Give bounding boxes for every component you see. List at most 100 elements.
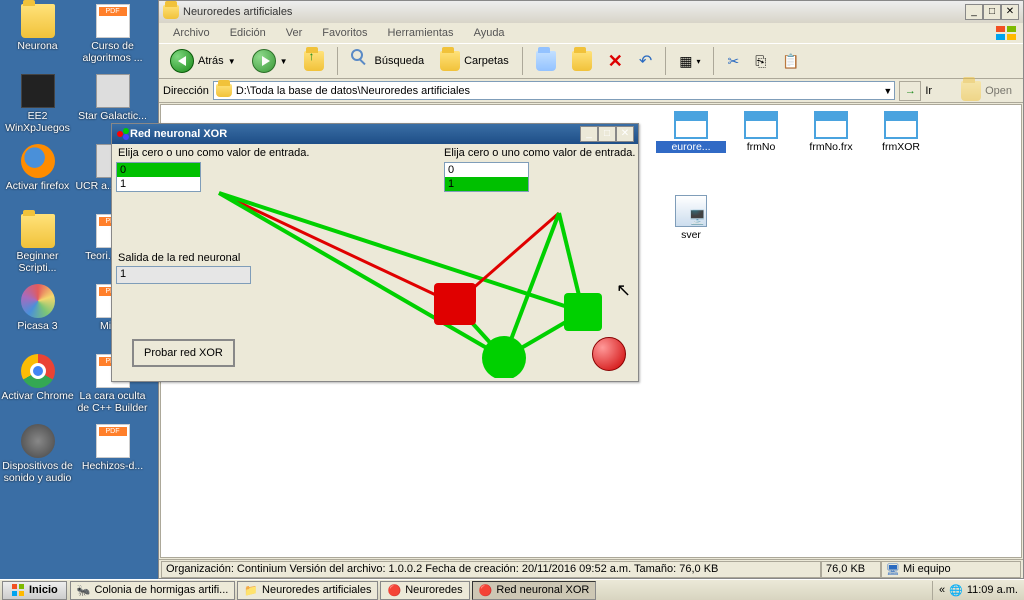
folder-icon <box>216 84 232 97</box>
file-label: frmNo.frx <box>796 141 866 153</box>
windows-flag-icon <box>995 25 1019 41</box>
move-button[interactable] <box>529 48 563 74</box>
listbox-option[interactable]: 0 <box>117 163 200 177</box>
form-icon <box>884 111 918 139</box>
file-item[interactable]: frmNo.frx <box>796 111 866 153</box>
menu-item[interactable]: Archivo <box>165 25 218 41</box>
input-left-label: Elija cero o uno como valor de entrada. <box>118 147 309 159</box>
test-button[interactable]: Probar red XOR <box>132 339 235 367</box>
desktop-icon[interactable]: Dispositivos de sonido y audio <box>0 420 75 490</box>
desktop-icon[interactable]: Curso de algoritmos ... <box>75 0 150 70</box>
menu-item[interactable]: Favoritos <box>314 25 375 41</box>
back-label: Atrás <box>198 55 224 67</box>
copy-button[interactable] <box>565 48 599 74</box>
task-icon: 🔴 <box>479 584 493 597</box>
file-item[interactable]: frmNo <box>726 111 796 153</box>
task-label: Neuroredes <box>405 584 462 596</box>
menu-item[interactable]: Ver <box>278 25 311 41</box>
clock: 11:09 a.m. <box>967 584 1018 596</box>
xor-body: Elija cero o uno como valor de entrada. … <box>114 144 636 379</box>
input-left-listbox[interactable]: 01 <box>116 162 201 192</box>
desktop-icon[interactable]: Neurona <box>0 0 75 70</box>
toolbar: Atrás ▼ ▼ ↑ Búsqueda Carpetas ✕ ↶ ▦▾ ✂ ⎘… <box>159 43 1023 79</box>
statusbar: Organización: Continium Versión del arch… <box>159 559 1023 578</box>
picasa-icon <box>21 284 55 318</box>
minimize-button[interactable]: _ <box>965 4 983 20</box>
back-button[interactable]: Atrás ▼ <box>163 46 243 76</box>
taskbar-task[interactable]: 🔴Red neuronal XOR <box>472 581 597 600</box>
copy-clip-button[interactable]: ⎘ <box>748 50 773 73</box>
folder-icon <box>21 4 55 38</box>
folders-label: Carpetas <box>464 55 509 67</box>
icon-label: Picasa 3 <box>0 320 75 332</box>
delete-button[interactable]: ✕ <box>601 48 630 75</box>
desktop-icon[interactable]: Activar firefox <box>0 140 75 210</box>
file-item[interactable]: eurore... <box>656 111 726 153</box>
address-input[interactable]: D:\Toda la base de datos\Neuroredes arti… <box>213 81 895 100</box>
spk-icon <box>21 424 55 458</box>
status-location: 🖥Mi equipo <box>881 561 1021 578</box>
up-button[interactable]: ↑ <box>297 48 331 74</box>
icon-label: Neurona <box>0 40 75 52</box>
task-label: Neuroredes artificiales <box>262 584 371 596</box>
listbox-option[interactable]: 0 <box>445 163 528 177</box>
tray-chevron-icon[interactable]: « <box>939 584 945 596</box>
desktop-icon[interactable]: Picasa 3 <box>0 280 75 350</box>
xor-minimize-button[interactable]: _ <box>580 126 598 142</box>
address-label: Dirección <box>163 85 209 97</box>
search-label: Búsqueda <box>375 55 425 67</box>
start-button[interactable]: Inicio <box>2 581 67 600</box>
close-button[interactable]: ✕ <box>1001 4 1019 20</box>
menu-item[interactable]: Herramientas <box>380 25 462 41</box>
cut-button[interactable]: ✂ <box>720 50 746 73</box>
output-value: 1 <box>116 266 251 284</box>
app-icon <box>116 127 130 141</box>
icon-label: Activar firefox <box>0 180 75 192</box>
file-sver[interactable]: 🖥️ sver <box>656 195 726 241</box>
menu-item[interactable]: Edición <box>222 25 274 41</box>
desktop-icon[interactable]: Activar Chrome <box>0 350 75 420</box>
taskbar-task[interactable]: 📁Neuroredes artificiales <box>237 581 378 600</box>
search-button[interactable]: Búsqueda <box>344 48 432 74</box>
input-right-label: Elija cero o uno como valor de entrada. <box>444 147 635 159</box>
xor-titlebar[interactable]: Red neuronal XOR _ □ ✕ <box>112 124 638 144</box>
task-label: Colonia de hormigas artifi... <box>94 584 228 596</box>
listbox-option[interactable]: 1 <box>117 177 200 191</box>
go-label: Ir <box>925 85 932 97</box>
xor-title: Red neuronal XOR <box>130 128 580 140</box>
open-button[interactable]: Open <box>954 78 1019 104</box>
desktop-icon[interactable]: Hechizos-d... <box>75 420 150 490</box>
icon-label: Star Galactic... <box>75 110 150 122</box>
pdf-icon <box>96 4 130 38</box>
task-icon: 🔴 <box>387 584 401 597</box>
file-label: frmNo <box>726 141 796 153</box>
listbox-option[interactable]: 1 <box>445 177 528 191</box>
xor-maximize-button[interactable]: □ <box>598 126 616 142</box>
xor-close-button[interactable]: ✕ <box>616 126 634 142</box>
paste-button[interactable]: 📋 <box>775 50 806 73</box>
undo-button[interactable]: ↶ <box>632 48 659 74</box>
folders-button[interactable]: Carpetas <box>433 48 516 74</box>
tray-network-icon[interactable]: 🌐 <box>949 584 963 597</box>
form-icon <box>814 111 848 139</box>
desktop-icon[interactable]: EE2 WinXpJuegos <box>0 70 75 140</box>
input-right-listbox[interactable]: 01 <box>444 162 529 192</box>
address-bar: Dirección D:\Toda la base de datos\Neuro… <box>159 79 1023 103</box>
file-item[interactable]: frmXOR <box>866 111 936 153</box>
file-label: eurore... <box>656 141 726 153</box>
maximize-button[interactable]: □ <box>983 4 1001 20</box>
forward-button[interactable]: ▼ <box>245 46 295 76</box>
explorer-titlebar[interactable]: Neuroredes artificiales _ □ ✕ <box>159 1 1023 23</box>
output-label: Salida de la red neuronal <box>118 252 240 264</box>
address-path: D:\Toda la base de datos\Neuroredes arti… <box>236 85 880 97</box>
menu-item[interactable]: Ayuda <box>466 25 513 41</box>
desktop-icon[interactable]: Beginner Scripti... <box>0 210 75 280</box>
task-icon: 🐜 <box>77 584 91 597</box>
go-button[interactable]: → <box>899 81 921 101</box>
taskbar-task[interactable]: 🔴 Neuroredes <box>380 581 469 600</box>
taskbar-task[interactable]: 🐜Colonia de hormigas artifi... <box>70 581 236 600</box>
form-icon <box>674 111 708 139</box>
open-label: Open <box>985 85 1012 97</box>
explorer-title: Neuroredes artificiales <box>183 6 965 18</box>
views-button[interactable]: ▦▾ <box>672 50 707 73</box>
